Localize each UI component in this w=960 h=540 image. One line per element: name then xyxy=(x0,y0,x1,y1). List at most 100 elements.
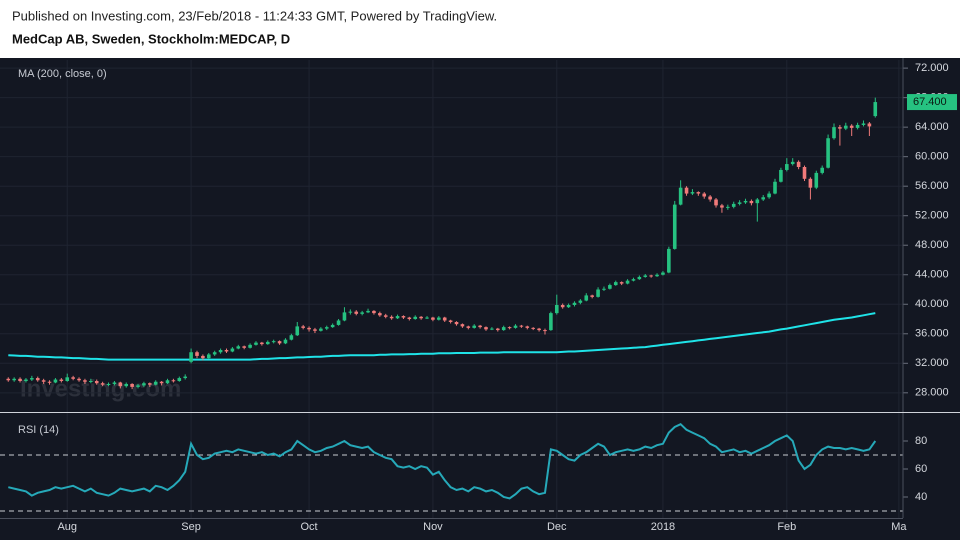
candle-body xyxy=(265,341,270,345)
ma-line xyxy=(8,312,876,361)
candle-body xyxy=(289,335,294,340)
candle-body xyxy=(608,285,612,289)
candle-body xyxy=(572,302,577,305)
candle-body xyxy=(83,380,87,382)
candle-body xyxy=(360,312,364,314)
y-tick-label: 60.000 xyxy=(915,151,949,163)
candle-body xyxy=(584,295,589,301)
candle-body xyxy=(118,382,123,387)
candle-body xyxy=(301,326,305,328)
candle-body xyxy=(254,342,258,345)
y-tick-label: 48.000 xyxy=(915,239,949,251)
candle-body xyxy=(814,172,819,188)
candle-body xyxy=(283,339,288,344)
candle-body xyxy=(466,326,471,328)
candle-body xyxy=(165,380,170,384)
candle-body xyxy=(779,169,783,182)
candle-body xyxy=(832,127,836,139)
candle-body xyxy=(124,383,129,387)
candle-body xyxy=(100,383,105,385)
candle-body xyxy=(177,378,182,382)
candle-body xyxy=(478,325,482,328)
candle-body xyxy=(94,381,99,384)
candle-body xyxy=(136,385,140,387)
candle-body xyxy=(802,167,807,179)
candle-body xyxy=(867,123,872,127)
candle-body xyxy=(849,125,854,128)
candle-body xyxy=(395,316,400,319)
candle-body xyxy=(855,124,860,128)
y-tick-label: 52.000 xyxy=(915,210,949,222)
candle-body xyxy=(6,378,11,381)
candle-body xyxy=(171,380,176,382)
candle-body xyxy=(613,282,618,286)
candle-body xyxy=(195,352,199,356)
candle-body xyxy=(767,193,771,198)
candle-body xyxy=(71,377,75,379)
rsi-label: RSI (14) xyxy=(18,424,59,436)
candle-body xyxy=(41,380,46,382)
candle-body xyxy=(820,167,824,173)
candle-body xyxy=(749,200,754,204)
candle-body xyxy=(206,354,211,359)
candle-body xyxy=(18,378,22,382)
candle-body xyxy=(148,383,152,385)
symbol-title: MedCap AB, Sweden, Stockholm:MEDCAP, D xyxy=(12,31,290,46)
candle-body xyxy=(189,352,193,362)
candle-body xyxy=(737,202,742,204)
x-tick-label: 2018 xyxy=(651,521,675,533)
candle-body xyxy=(65,377,70,382)
candle-body xyxy=(501,327,506,331)
candle-body xyxy=(407,317,412,320)
chart-background xyxy=(0,58,960,540)
candle-body xyxy=(319,328,323,331)
plot-layer: 28.000 32.000 36.000 40.000 44.000 48.000 52.0… xyxy=(0,60,957,533)
candle-body xyxy=(708,196,712,200)
candle-body xyxy=(755,199,760,204)
candle-body xyxy=(24,379,28,382)
candle-body xyxy=(53,379,58,383)
candle-body xyxy=(295,326,300,336)
candle-body xyxy=(560,304,565,308)
candle-body xyxy=(448,320,453,322)
candle-body xyxy=(183,376,188,379)
watermark: Investing.com xyxy=(20,375,181,402)
candle-body xyxy=(808,178,813,188)
y-tick-label: 28.000 xyxy=(915,387,949,399)
candle-body xyxy=(696,192,701,194)
candle-body xyxy=(112,382,117,384)
candle-body xyxy=(667,248,671,273)
candle-body xyxy=(519,325,524,327)
candle-body xyxy=(731,203,736,207)
candle-body xyxy=(785,164,789,170)
candle-body xyxy=(649,275,653,277)
candle-body xyxy=(472,325,477,328)
candle-body xyxy=(531,327,535,329)
candle-body xyxy=(437,317,441,320)
candle-body xyxy=(230,348,235,352)
candle-body xyxy=(690,192,695,194)
candle-body xyxy=(826,138,830,168)
candle-body xyxy=(372,310,376,314)
x-tick-label: Nov xyxy=(423,521,443,533)
y-tick-label: 80 xyxy=(915,435,927,447)
last-price-tag xyxy=(907,94,957,111)
candle-body xyxy=(625,280,630,284)
candle-body xyxy=(35,378,40,381)
x-tick-label: Ma xyxy=(891,521,907,533)
candle-body xyxy=(89,381,93,383)
candle-body xyxy=(153,381,158,385)
candle-body xyxy=(242,346,246,348)
candle-body xyxy=(843,125,848,129)
candle-body xyxy=(454,321,459,325)
candle-body xyxy=(602,288,606,290)
x-tick-label: Sep xyxy=(181,521,201,533)
candle-body xyxy=(873,102,878,117)
y-tick-label: 72.000 xyxy=(915,62,949,74)
candle-body xyxy=(578,300,583,303)
candle-body xyxy=(431,317,435,320)
y-tick-label: 40 xyxy=(915,491,927,503)
candle-body xyxy=(59,379,64,382)
candle-body xyxy=(513,325,518,328)
